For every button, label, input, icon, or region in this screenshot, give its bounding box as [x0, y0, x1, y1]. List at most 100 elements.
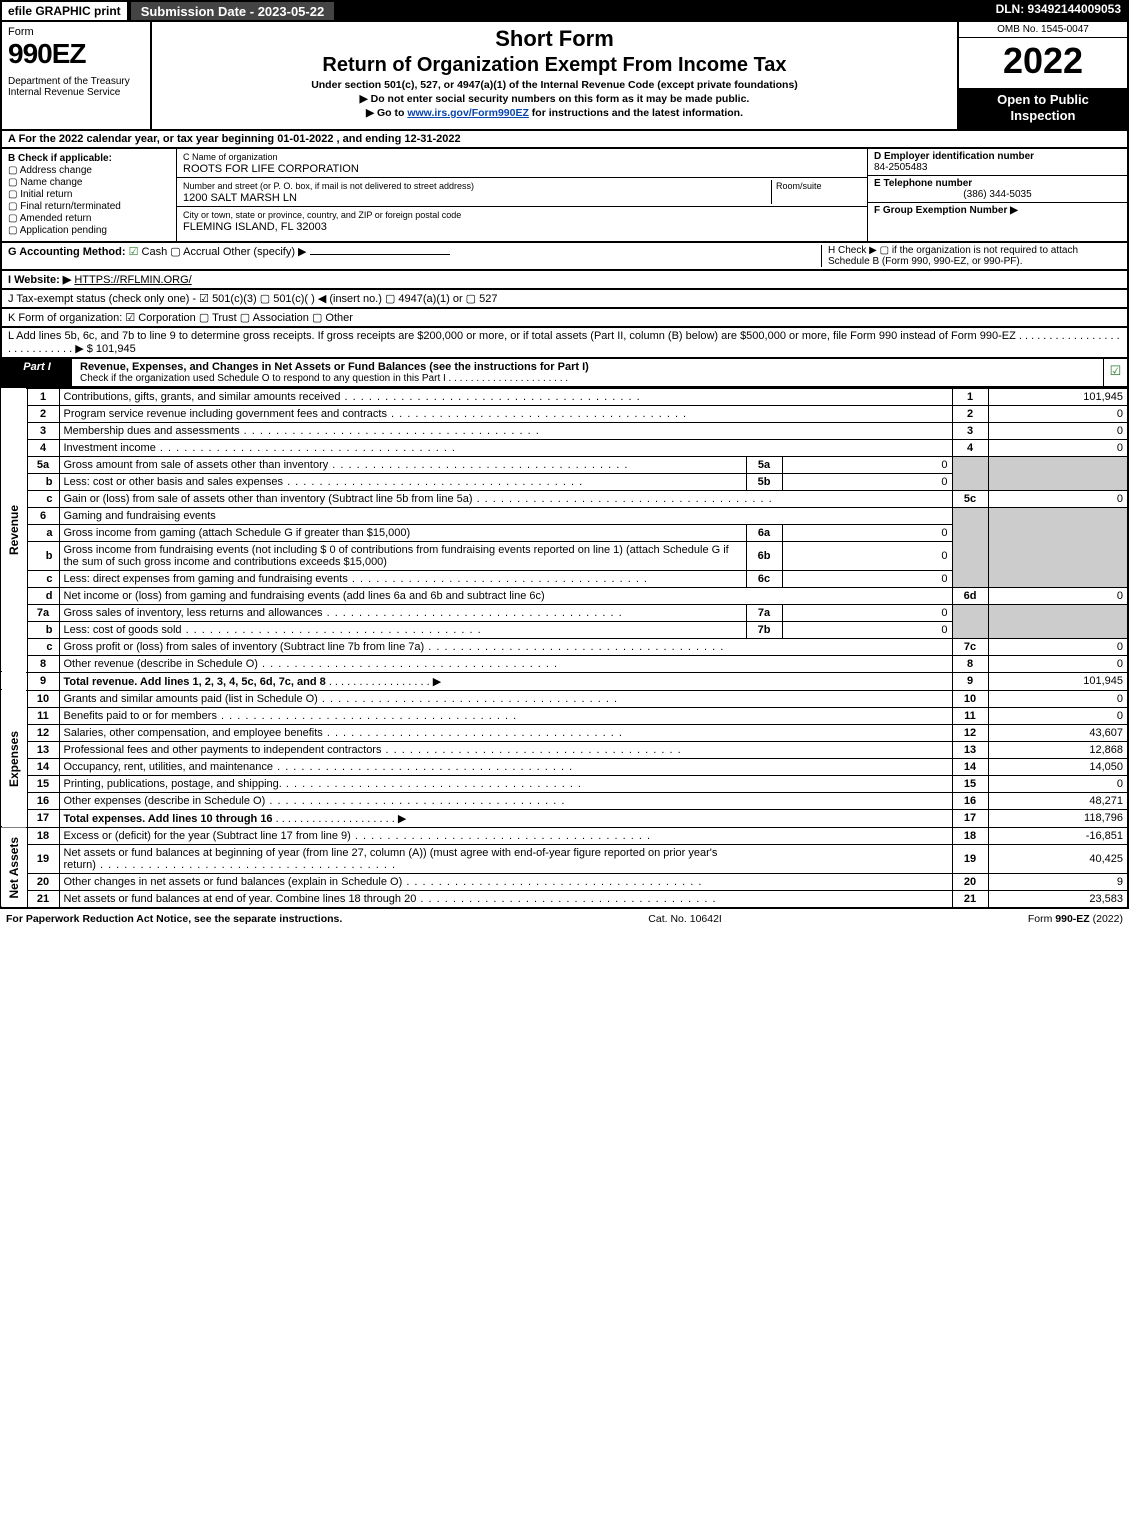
table-row: c Gain or (loss) from sale of assets oth… [1, 490, 1128, 507]
line-num: 15 [27, 775, 59, 792]
website-link[interactable]: HTTPS://RFLMIN.ORG/ [74, 274, 191, 286]
chk-application-pending[interactable]: Application pending [8, 225, 170, 236]
chk-address-change[interactable]: Address change [8, 165, 170, 176]
g-label: G Accounting Method: [8, 246, 126, 258]
line-rnum: 5c [952, 490, 988, 507]
side-revenue: Revenue [1, 388, 27, 672]
chk-accrual[interactable]: Accrual [170, 246, 220, 258]
line-desc: Less: direct expenses from gaming and fu… [59, 570, 746, 587]
line-desc: Program service revenue including govern… [59, 405, 952, 422]
table-row: 15 Printing, publications, postage, and … [1, 775, 1128, 792]
part-i-tag: Part I [2, 359, 72, 386]
line-val: -16,851 [988, 827, 1128, 844]
g-h-row: G Accounting Method: Cash Accrual Other … [0, 243, 1129, 271]
g-other: Other (specify) ▶ [223, 246, 307, 258]
line-17-bold: Total expenses. Add lines 10 through 16 [64, 813, 273, 825]
line-num: 1 [27, 388, 59, 405]
line-val: 0 [988, 707, 1128, 724]
line-num: 18 [27, 827, 59, 844]
phone-value: (386) 344-5035 [874, 189, 1121, 200]
line-num: 21 [27, 890, 59, 908]
line-num: 4 [27, 439, 59, 456]
line-desc: Gross income from fundraising events (no… [59, 541, 746, 570]
line-num: 16 [27, 792, 59, 809]
line-rnum: 14 [952, 758, 988, 775]
shade-cell [988, 604, 1128, 638]
line-num: 13 [27, 741, 59, 758]
line-num: b [27, 541, 59, 570]
line-rnum: 18 [952, 827, 988, 844]
line-desc: Gross sales of inventory, less returns a… [59, 604, 746, 621]
l-row: L Add lines 5b, 6c, and 7b to line 9 to … [0, 328, 1129, 359]
line-desc: Other changes in net assets or fund bala… [59, 873, 952, 890]
footer-right: Form 990-EZ (2022) [1028, 913, 1123, 925]
line-rnum: 3 [952, 422, 988, 439]
line-innum: 5a [746, 456, 782, 473]
line-rnum: 6d [952, 587, 988, 604]
line-inval: 0 [782, 621, 952, 638]
part-i-title-text: Revenue, Expenses, and Changes in Net As… [80, 361, 589, 373]
part-i-check[interactable] [1103, 359, 1127, 386]
table-row: 21 Net assets or fund balances at end of… [1, 890, 1128, 908]
line-val: 23,583 [988, 890, 1128, 908]
shade-cell [988, 456, 1128, 490]
line-val: 0 [988, 655, 1128, 672]
line-desc: Net assets or fund balances at end of ye… [59, 890, 952, 908]
line-rnum: 12 [952, 724, 988, 741]
c-name-label: C Name of organization [183, 152, 278, 162]
sub3-pre: ▶ Go to [366, 107, 407, 119]
org-street: 1200 SALT MARSH LN [183, 192, 297, 204]
efile-print-button[interactable]: efile GRAPHIC print [0, 0, 129, 22]
line-val: 0 [988, 638, 1128, 655]
b-label: B Check if applicable: [8, 153, 112, 164]
table-row: 3 Membership dues and assessments 3 0 [1, 422, 1128, 439]
line-num: 20 [27, 873, 59, 890]
line-num: 9 [27, 672, 59, 690]
h-row: H Check ▶ ▢ if the organization is not r… [821, 245, 1121, 267]
chk-cash[interactable]: Cash [129, 246, 168, 258]
footer-right-pre: Form [1028, 913, 1055, 925]
omb-number: OMB No. 1545-0047 [959, 22, 1127, 38]
line-num: d [27, 587, 59, 604]
table-row: 14 Occupancy, rent, utilities, and maint… [1, 758, 1128, 775]
header-right: OMB No. 1545-0047 2022 Open to Public In… [957, 22, 1127, 129]
irs-link[interactable]: www.irs.gov/Form990EZ [407, 107, 529, 119]
table-row: 16 Other expenses (describe in Schedule … [1, 792, 1128, 809]
line-rnum: 19 [952, 844, 988, 873]
chk-name-change[interactable]: Name change [8, 177, 170, 188]
line-num: 14 [27, 758, 59, 775]
section-cdef: C Name of organization ROOTS FOR LIFE CO… [177, 149, 1127, 241]
line-desc: Net income or (loss) from gaming and fun… [59, 587, 952, 604]
chk-amended-return[interactable]: Amended return [8, 213, 170, 224]
line-rnum: 9 [952, 672, 988, 690]
subtitle-3: ▶ Go to www.irs.gov/Form990EZ for instru… [160, 107, 949, 119]
section-b: B Check if applicable: Address change Na… [2, 149, 177, 241]
chk-final-return[interactable]: Final return/terminated [8, 201, 170, 212]
line-desc: Grants and similar amounts paid (list in… [59, 690, 952, 707]
short-form-title: Short Form [160, 26, 949, 52]
line-desc: Gross income from gaming (attach Schedul… [59, 524, 746, 541]
line-rnum: 15 [952, 775, 988, 792]
i-row: I Website: ▶ HTTPS://RFLMIN.ORG/ [0, 271, 1129, 290]
footer-right-form: 990-EZ [1055, 913, 1089, 925]
part-i-title: Revenue, Expenses, and Changes in Net As… [72, 359, 1103, 386]
table-row: Expenses 10 Grants and similar amounts p… [1, 690, 1128, 707]
shade-cell [952, 456, 988, 490]
line-desc: Other expenses (describe in Schedule O) [59, 792, 952, 809]
table-row: 19 Net assets or fund balances at beginn… [1, 844, 1128, 873]
line-desc: Printing, publications, postage, and shi… [59, 775, 952, 792]
line-innum: 6b [746, 541, 782, 570]
footer-left: For Paperwork Reduction Act Notice, see … [6, 913, 342, 925]
line-val: 12,868 [988, 741, 1128, 758]
line-val: 40,425 [988, 844, 1128, 873]
table-row: 2 Program service revenue including gove… [1, 405, 1128, 422]
d-row: D Employer identification number 84-2505… [868, 149, 1127, 176]
line-num: c [27, 570, 59, 587]
table-row: 4 Investment income 4 0 [1, 439, 1128, 456]
chk-initial-return[interactable]: Initial return [8, 189, 170, 200]
line-val: 43,607 [988, 724, 1128, 741]
g-other-blank[interactable] [310, 254, 450, 255]
line-val: 0 [988, 775, 1128, 792]
line-rnum: 13 [952, 741, 988, 758]
subtitle-2: ▶ Do not enter social security numbers o… [160, 93, 949, 105]
